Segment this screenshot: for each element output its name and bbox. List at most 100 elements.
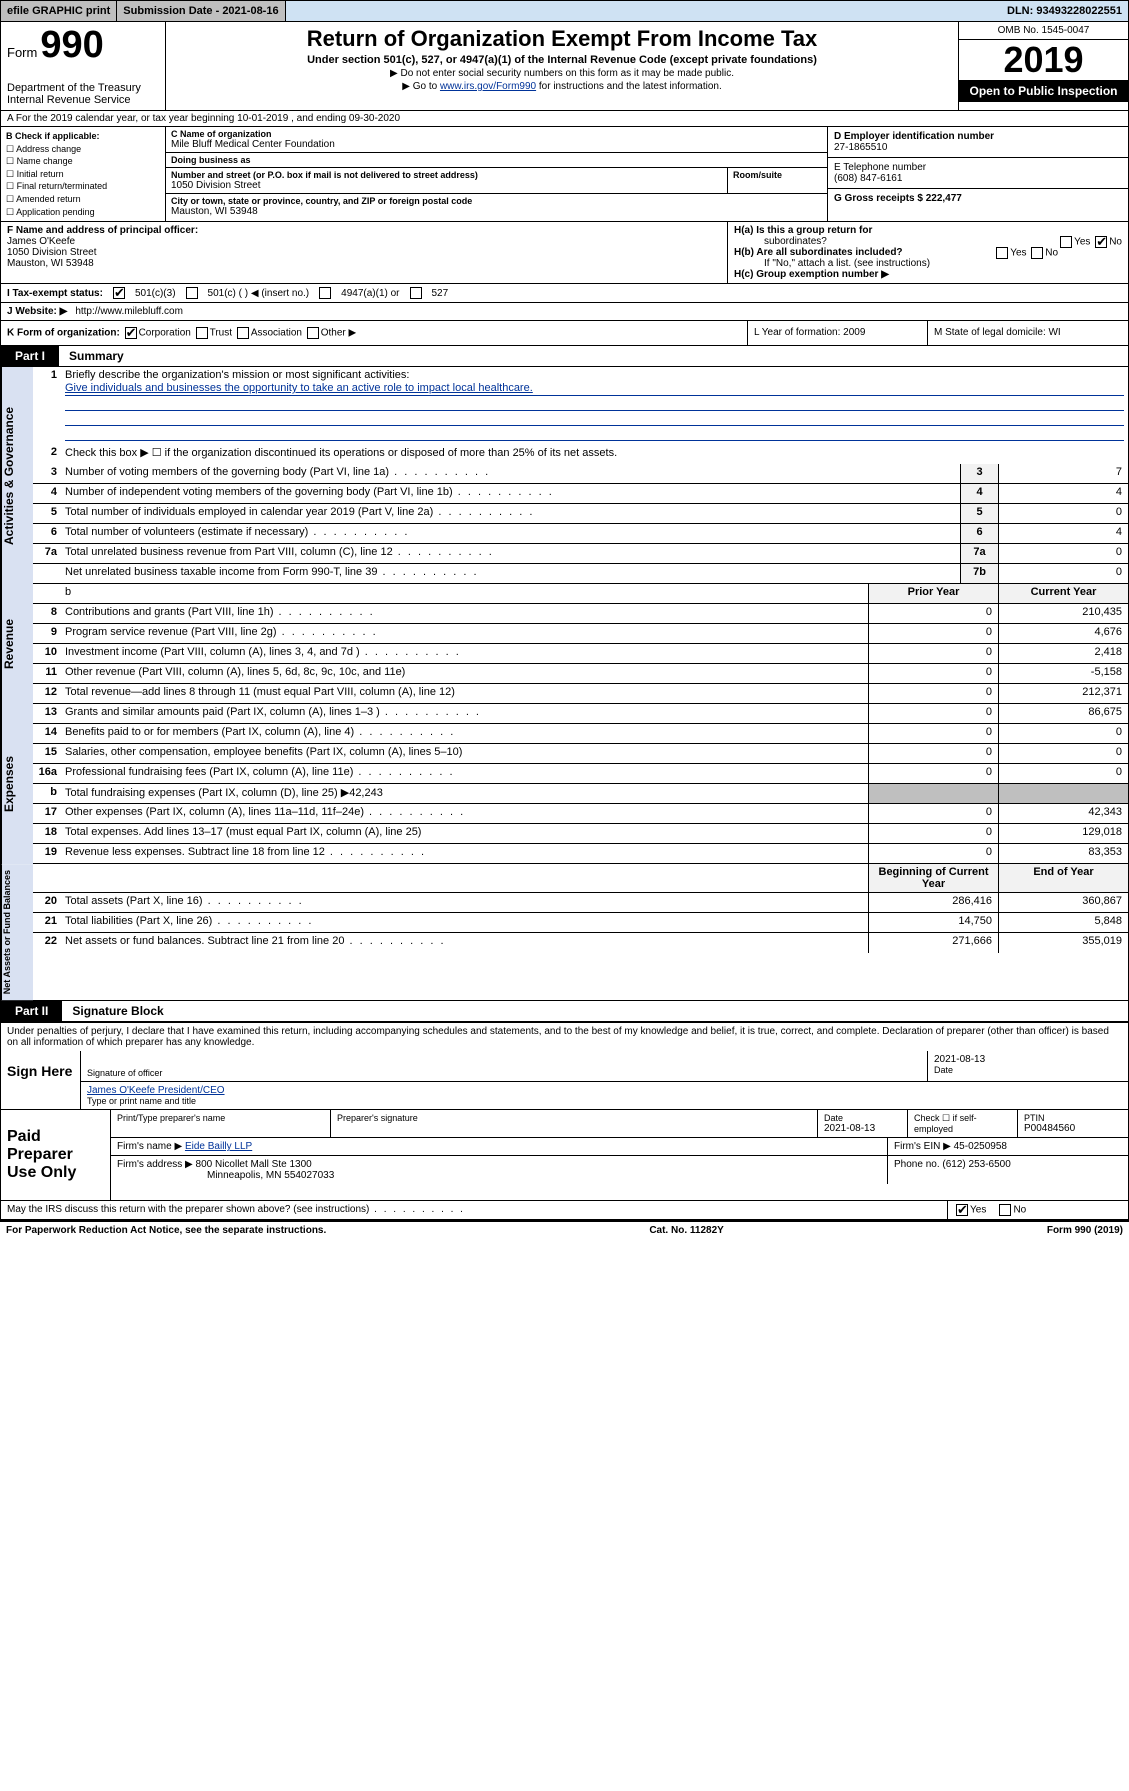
- hb-yes-checkbox[interactable]: [996, 247, 1008, 259]
- city-state-zip: Mauston, WI 53948: [171, 206, 822, 217]
- other-checkbox[interactable]: [307, 327, 319, 339]
- footer-mid: Cat. No. 11282Y: [649, 1225, 723, 1236]
- part1-tab: Part I: [1, 346, 59, 366]
- 501c3-checkbox[interactable]: [113, 287, 125, 299]
- hb-no-checkbox[interactable]: [1031, 247, 1043, 259]
- irs-form990-link[interactable]: www.irs.gov/Form990: [440, 81, 536, 92]
- form-title: Return of Organization Exempt From Incom…: [174, 26, 950, 52]
- sig-officer-caption: Signature of officer: [87, 1068, 921, 1078]
- discuss-no-checkbox[interactable]: [999, 1204, 1011, 1216]
- line7a-text: Total unrelated business revenue from Pa…: [61, 544, 960, 563]
- opt-amended[interactable]: ☐ Amended return: [6, 193, 160, 206]
- l16a-prior: 0: [868, 764, 998, 783]
- officer-group-block: F Name and address of principal officer:…: [0, 222, 1129, 284]
- officer-label: F Name and address of principal officer:: [7, 225, 721, 236]
- opt-final-return[interactable]: ☐ Final return/terminated: [6, 180, 160, 193]
- opt-app-pending[interactable]: ☐ Application pending: [6, 206, 160, 219]
- sidebar-revenue: Revenue: [1, 584, 33, 704]
- part1-label: Summary: [59, 346, 134, 366]
- l14-prior: 0: [868, 724, 998, 743]
- l13-curr: 86,675: [998, 704, 1128, 723]
- revenue-section: Revenue b Prior Year Current Year 8Contr…: [0, 584, 1129, 704]
- discuss-yes-checkbox[interactable]: [956, 1204, 968, 1216]
- expenses-section: Expenses 13Grants and similar amounts pa…: [0, 704, 1129, 864]
- street-address: 1050 Division Street: [171, 180, 722, 191]
- l20-prior: 286,416: [868, 893, 998, 912]
- line6-val: 4: [998, 524, 1128, 543]
- line4-val: 4: [998, 484, 1128, 503]
- line7b-val: 0: [998, 564, 1128, 583]
- line15: Salaries, other compensation, employee b…: [61, 744, 868, 763]
- hdr-beg: Beginning of Current Year: [868, 864, 998, 892]
- form-note-link: ▶ Go to www.irs.gov/Form990 for instruct…: [174, 81, 950, 92]
- prep-date: 2021-08-13: [824, 1123, 901, 1134]
- efile-print-button[interactable]: efile GRAPHIC print: [1, 1, 117, 21]
- section-b-label: B Check if applicable:: [6, 130, 160, 143]
- assoc-checkbox[interactable]: [237, 327, 249, 339]
- ha-no-checkbox[interactable]: [1095, 236, 1107, 248]
- top-bar: efile GRAPHIC print Submission Date - 20…: [0, 0, 1129, 22]
- officer-name: James O'Keefe: [7, 236, 721, 247]
- hc-row: H(c) Group exemption number ▶: [734, 269, 1122, 280]
- net-assets-section: Net Assets or Fund Balances Beginning of…: [0, 864, 1129, 1001]
- l11-curr: -5,158: [998, 664, 1128, 683]
- 527-checkbox[interactable]: [410, 287, 422, 299]
- l13-prior: 0: [868, 704, 998, 723]
- line3-val: 7: [998, 464, 1128, 483]
- q1-text: Briefly describe the organization's miss…: [65, 369, 1124, 381]
- 501c-checkbox[interactable]: [186, 287, 198, 299]
- l15-prior: 0: [868, 744, 998, 763]
- ein-label: D Employer identification number: [834, 131, 1122, 142]
- line20: Total assets (Part X, line 16): [61, 893, 868, 912]
- submission-date-button[interactable]: Submission Date - 2021-08-16: [117, 1, 285, 21]
- org-info-block: B Check if applicable: ☐ Address change …: [0, 127, 1129, 222]
- signature-block: Under penalties of perjury, I declare th…: [0, 1022, 1129, 1110]
- line22: Net assets or fund balances. Subtract li…: [61, 933, 868, 953]
- part2-label: Signature Block: [62, 1001, 173, 1021]
- ha-yes-checkbox[interactable]: [1060, 236, 1072, 248]
- 4947-checkbox[interactable]: [319, 287, 331, 299]
- sidebar-net-assets: Net Assets or Fund Balances: [1, 864, 33, 1000]
- line5-val: 0: [998, 504, 1128, 523]
- l21-prior: 14,750: [868, 913, 998, 932]
- line10: Investment income (Part VIII, column (A)…: [61, 644, 868, 663]
- prep-sig-hdr: Preparer's signature: [337, 1113, 811, 1123]
- officer-name-title: James O'Keefe President/CEO: [87, 1085, 1122, 1096]
- l19-prior: 0: [868, 844, 998, 863]
- prep-ptin-hdr: PTIN: [1024, 1113, 1122, 1123]
- form-header: Form 990 Department of the Treasury Inte…: [0, 22, 1129, 111]
- website-value: http://www.milebluff.com: [75, 306, 183, 317]
- officer-link[interactable]: James O'Keefe President/CEO: [87, 1085, 225, 1096]
- year-formation: L Year of formation: 2009: [748, 321, 928, 345]
- paid-preparer-label: Paid Preparer Use Only: [1, 1110, 111, 1200]
- officer-addr2: Mauston, WI 53948: [7, 258, 721, 269]
- org-name: Mile Bluff Medical Center Foundation: [171, 139, 822, 150]
- sig-date: 2021-08-13: [934, 1054, 1122, 1065]
- firm-name-link[interactable]: Eide Bailly LLP: [185, 1141, 252, 1152]
- l8-curr: 210,435: [998, 604, 1128, 623]
- irs-label: Internal Revenue Service: [7, 94, 159, 106]
- part2-header: Part II Signature Block: [0, 1001, 1129, 1022]
- officer-addr1: 1050 Division Street: [7, 247, 721, 258]
- line14: Benefits paid to or for members (Part IX…: [61, 724, 868, 743]
- line12: Total revenue—add lines 8 through 11 (mu…: [61, 684, 868, 703]
- tax-year: 2019: [959, 40, 1128, 80]
- trust-checkbox[interactable]: [196, 327, 208, 339]
- row-a-period: A For the 2019 calendar year, or tax yea…: [0, 111, 1129, 127]
- l9-curr: 4,676: [998, 624, 1128, 643]
- firm-name-lbl: Firm's name ▶: [117, 1141, 182, 1152]
- note2-pre: ▶ Go to: [402, 81, 440, 92]
- tel-value: (608) 847-6161: [834, 173, 1122, 184]
- l10-prior: 0: [868, 644, 998, 663]
- opt-address-change[interactable]: ☐ Address change: [6, 143, 160, 156]
- sig-date-caption: Date: [934, 1065, 1122, 1075]
- l20-curr: 360,867: [998, 893, 1128, 912]
- opt-name-change[interactable]: ☐ Name change: [6, 155, 160, 168]
- form-note-ssn: ▶ Do not enter social security numbers o…: [174, 68, 950, 79]
- topbar-spacer: [286, 1, 1001, 21]
- corp-checkbox[interactable]: [125, 327, 137, 339]
- opt-initial-return[interactable]: ☐ Initial return: [6, 168, 160, 181]
- hdr-b: b: [61, 584, 868, 603]
- row-i-tax-status: I Tax-exempt status: 501(c)(3) 501(c) ( …: [0, 284, 1129, 303]
- firm-addr-lbl: Firm's address ▶: [117, 1159, 193, 1170]
